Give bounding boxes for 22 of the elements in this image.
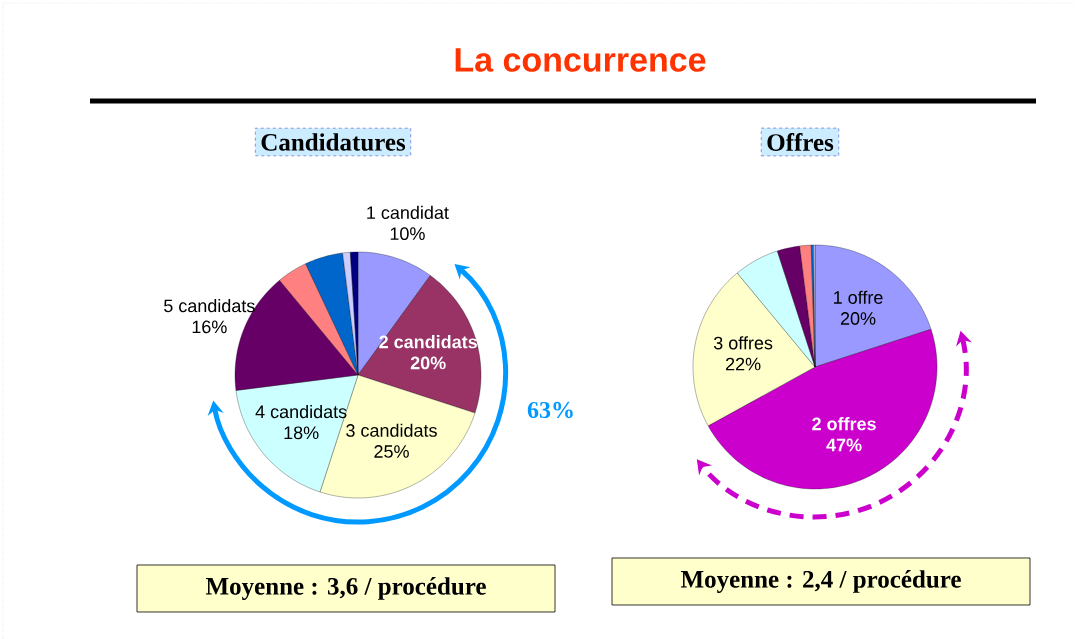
chart-subtitle: Candidatures (261, 133, 406, 151)
data-label: 16% (192, 320, 227, 334)
data-label: 20% (840, 312, 876, 325)
text: 63% (527, 401, 573, 419)
data-label: 22% (726, 357, 761, 371)
slice-label: 1 candidat (367, 205, 449, 219)
slice-label: 3 offres (713, 336, 773, 350)
slice-label: 1 offre (834, 290, 883, 304)
data-label: 18% (284, 426, 319, 440)
data-label: 20% (410, 356, 446, 370)
slice-label: 2 offres (812, 416, 876, 431)
text: La concurrence (455, 48, 706, 72)
slice-label: 3 candidats (346, 423, 437, 437)
chart-subtitle: Offres (767, 132, 834, 151)
text: Moyenne : 2,4 / procédure (680, 570, 961, 593)
slice-label: 2 candidats (379, 334, 477, 349)
data-label: 47% (826, 438, 862, 452)
data-label: 10% (390, 227, 425, 240)
slice-label: 4 candidats (255, 404, 347, 419)
slice-label: 5 candidats (164, 298, 255, 313)
data-label: 25% (374, 445, 409, 458)
text: Moyenne : 3,6 / procédure (205, 577, 486, 600)
